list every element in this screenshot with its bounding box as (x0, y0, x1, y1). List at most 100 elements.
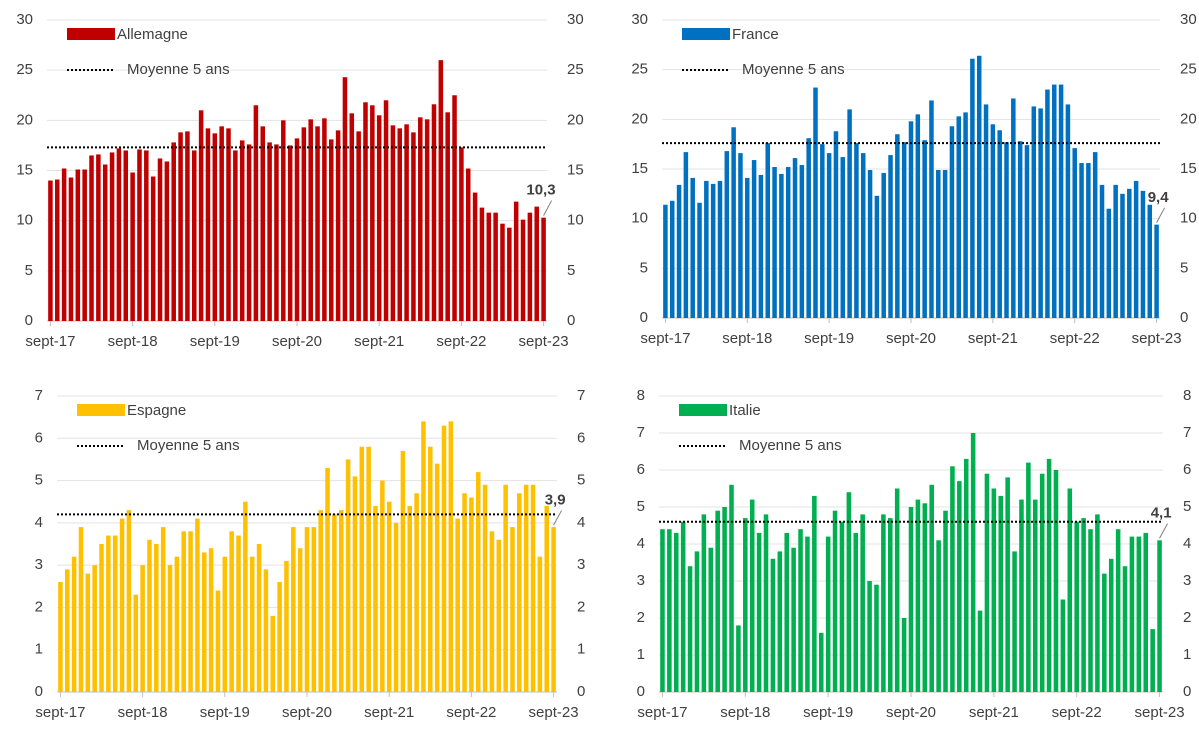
bar (765, 143, 770, 318)
bar (663, 204, 668, 318)
bar (363, 102, 368, 321)
bar (984, 473, 990, 692)
y-tick-label: 7 (35, 387, 43, 404)
y2-tick-label: 7 (577, 387, 585, 404)
bar (297, 548, 303, 692)
x-tick-label: sept-22 (446, 704, 496, 721)
x-tick-label: sept-21 (364, 704, 414, 721)
bar (496, 539, 502, 692)
bar (256, 544, 262, 692)
y2-tick-label: 3 (577, 556, 585, 573)
bar (359, 446, 365, 692)
legend-average-label: Moyenne 5 ans (742, 61, 845, 78)
bar (673, 532, 679, 692)
bar (1136, 536, 1142, 692)
bar (507, 227, 512, 321)
bar (253, 105, 259, 322)
label-leader (1156, 207, 1166, 223)
y2-tick-label: 10 (567, 212, 584, 229)
bar (55, 179, 60, 321)
bar (922, 140, 927, 318)
bar (441, 425, 447, 692)
bar (315, 126, 320, 321)
bar (78, 527, 84, 692)
y-tick-label: 1 (637, 646, 645, 663)
value-label: 9,4 (1148, 189, 1170, 206)
x-tick-label: sept-23 (1135, 704, 1185, 721)
bar (1092, 152, 1098, 318)
bar (1046, 458, 1052, 692)
bar (407, 505, 412, 692)
bar (130, 172, 135, 321)
bar (452, 95, 457, 321)
y2-tick-label: 5 (577, 472, 585, 489)
bar (61, 168, 67, 321)
bar (694, 551, 700, 692)
y2-tick-label: 15 (1180, 160, 1197, 177)
bar (431, 104, 437, 321)
bar (1011, 98, 1016, 319)
y2-tick-label: 0 (577, 683, 585, 700)
bar (749, 499, 755, 692)
bar (294, 138, 300, 321)
bar (839, 521, 845, 692)
bar (332, 514, 337, 692)
bar (818, 632, 824, 692)
bar (311, 527, 317, 692)
bar (724, 151, 730, 318)
bar (785, 167, 791, 318)
bar (1065, 104, 1071, 318)
bar (178, 132, 183, 321)
x-tick-label: sept-20 (282, 704, 332, 721)
bar (445, 112, 450, 321)
bar (1060, 599, 1066, 692)
bar (167, 565, 173, 692)
bar (349, 113, 355, 321)
x-tick-label: sept-23 (519, 333, 569, 350)
bar (915, 499, 921, 692)
bar (708, 547, 714, 692)
bar (291, 527, 296, 692)
bar (428, 446, 433, 692)
y2-tick-label: 1 (577, 641, 585, 658)
bar (826, 153, 832, 318)
y2-tick-label: 2 (1183, 609, 1191, 626)
bar (328, 139, 334, 321)
x-tick-label: sept-21 (968, 330, 1018, 347)
y-tick-label: 8 (637, 387, 645, 404)
x-tick-label: sept-20 (886, 704, 936, 721)
bar (1095, 514, 1100, 692)
bar (1032, 499, 1038, 692)
bar (459, 147, 464, 321)
bar (438, 60, 444, 322)
bar (185, 131, 190, 321)
y2-tick-label: 7 (1183, 424, 1191, 441)
bar (523, 484, 529, 692)
bar (751, 160, 757, 318)
x-tick-label: sept-19 (804, 330, 854, 347)
y-tick-label: 6 (35, 429, 43, 446)
bar (922, 503, 928, 692)
bar (537, 556, 543, 692)
bar (171, 142, 176, 321)
bar (208, 548, 214, 692)
x-tick-label: sept-20 (272, 333, 322, 350)
bar (936, 540, 941, 692)
y-tick-label: 30 (16, 11, 33, 28)
bar (493, 212, 498, 321)
bar (102, 164, 108, 321)
y2-tick-label: 2 (577, 598, 585, 615)
bar (825, 536, 831, 692)
y-tick-label: 4 (637, 535, 645, 552)
y-tick-label: 0 (637, 683, 645, 700)
bar (469, 497, 474, 692)
bar (239, 140, 245, 321)
bar (997, 130, 1002, 318)
bar (397, 128, 402, 321)
bar (229, 531, 234, 692)
y-tick-label: 7 (637, 424, 645, 441)
y2-tick-label: 4 (577, 514, 585, 531)
bar (798, 529, 803, 692)
x-tick-label: sept-17 (640, 330, 690, 347)
